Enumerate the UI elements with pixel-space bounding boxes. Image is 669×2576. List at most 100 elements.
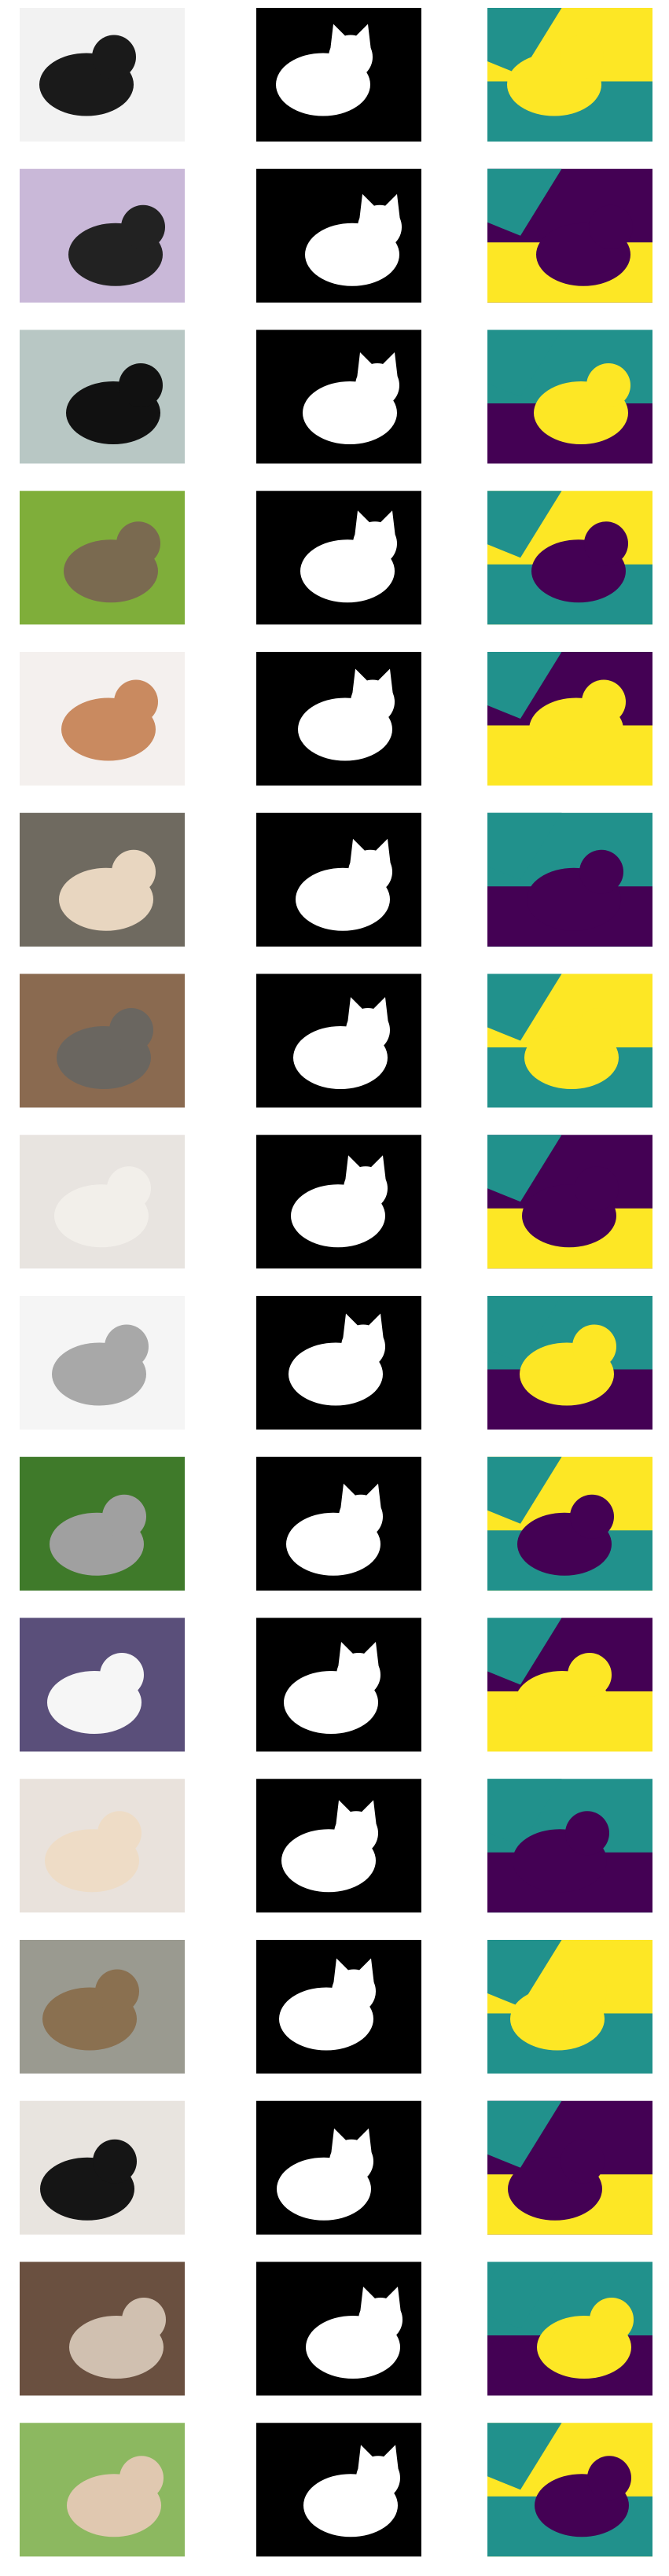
cat-head: [92, 35, 136, 79]
image-row: [20, 1456, 652, 1591]
segmentation: [487, 2100, 652, 2235]
photo: [20, 1940, 185, 2074]
cat-head: [114, 679, 158, 724]
photo: [20, 1296, 185, 1430]
segment-cat-head: [570, 1494, 614, 1539]
mask: [256, 2100, 421, 2235]
mask: [256, 2423, 421, 2557]
mask: [256, 1296, 421, 1430]
cat-head: [97, 1811, 142, 1856]
segment-cat-head: [587, 2456, 631, 2501]
photo: [20, 329, 185, 464]
segmentation: [487, 1296, 652, 1430]
segment-region: [487, 1135, 562, 1202]
image-row: [20, 8, 652, 142]
segment-region: [487, 329, 562, 397]
segment-cat-head: [561, 2139, 605, 2184]
mask-ears: [360, 2287, 401, 2313]
photo: [20, 812, 185, 947]
mask-ears: [330, 24, 371, 51]
photo: [20, 652, 185, 786]
segment-region: [487, 652, 562, 719]
mask: [256, 973, 421, 1108]
segment-cat-head: [568, 1653, 612, 1697]
photo: [20, 1779, 185, 1913]
photo: [20, 168, 185, 303]
cat-head: [119, 2456, 164, 2501]
photo: [20, 1135, 185, 1269]
image-row: [20, 1135, 652, 1269]
cat-head: [107, 1166, 151, 1211]
segmentation: [487, 652, 652, 786]
cat-head: [112, 849, 156, 894]
cat-head: [95, 1969, 139, 2014]
image-row: [20, 329, 652, 464]
mask-ears: [358, 2445, 399, 2472]
segment-region: [487, 491, 562, 558]
segment-region: [487, 1456, 562, 1524]
segment-region: [487, 8, 562, 75]
segment-region: [487, 1617, 562, 1685]
photo: [20, 973, 185, 1108]
mask-ears: [352, 668, 393, 696]
cat-head: [109, 1008, 153, 1052]
segment-region: [487, 2423, 562, 2490]
mask: [256, 8, 421, 142]
segmentation: [487, 1456, 652, 1591]
segment-cat-head: [579, 849, 623, 894]
mask-ears: [347, 997, 388, 1024]
photo: [20, 2423, 185, 2557]
mask-ears: [343, 1313, 384, 1341]
cat-head: [122, 2298, 166, 2342]
image-row: [20, 1617, 652, 1752]
cat-head: [102, 1494, 146, 1539]
segmentation: [487, 491, 652, 625]
mask: [256, 1779, 421, 1913]
segment-region: [487, 812, 562, 880]
photo: [20, 1456, 185, 1591]
image-row: [20, 2423, 652, 2557]
segment-cat-head: [589, 204, 633, 249]
photo: [20, 491, 185, 625]
segmentation: [487, 812, 652, 947]
segmentation: [487, 168, 652, 303]
segment-cat-head: [565, 1811, 609, 1856]
image-row: [20, 2100, 652, 2235]
mask-ears: [333, 1958, 374, 1985]
image-row: [20, 2261, 652, 2396]
image-row: [20, 1779, 652, 1913]
mask-ears: [340, 1483, 381, 1511]
cat-head: [93, 2139, 137, 2184]
mask-ears: [336, 1800, 377, 1827]
mask: [256, 1135, 421, 1269]
photo: [20, 2100, 185, 2235]
segment-region: [487, 168, 562, 236]
cat-head: [121, 204, 165, 249]
segment-cat-head: [586, 363, 630, 407]
mask-ears: [350, 838, 391, 866]
segment-cat-head: [577, 1008, 621, 1052]
image-row: [20, 168, 652, 303]
segment-cat-head: [575, 1166, 619, 1211]
segmentation: [487, 1135, 652, 1269]
segment-cat-head: [590, 2298, 634, 2342]
mask: [256, 168, 421, 303]
segmentation: [487, 1617, 652, 1752]
segment-region: [487, 1779, 562, 1846]
photo: [20, 8, 185, 142]
image-row: [20, 491, 652, 625]
photo: [20, 1617, 185, 1752]
mask: [256, 329, 421, 464]
mask: [256, 812, 421, 947]
image-row: [20, 652, 652, 786]
cat-head: [119, 363, 163, 407]
image-row: [20, 1940, 652, 2074]
segment-cat-head: [572, 1324, 616, 1369]
mask-ears: [357, 352, 398, 379]
segment-region: [487, 1296, 562, 1363]
mask-ears: [331, 2128, 372, 2155]
mask: [256, 1617, 421, 1752]
segment-region: [487, 2100, 562, 2168]
